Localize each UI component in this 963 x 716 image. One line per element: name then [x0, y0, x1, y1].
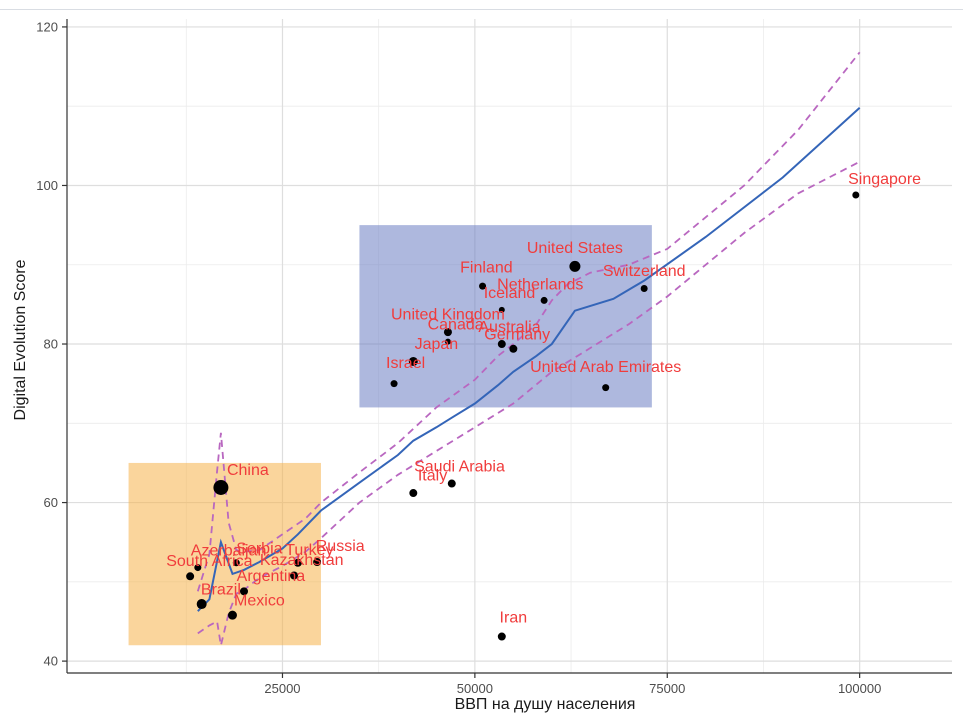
- point-label: Switzerland: [603, 263, 686, 280]
- data-point: [448, 480, 456, 488]
- y-tick-label: 100: [36, 178, 58, 193]
- point-label: Israel: [386, 355, 425, 372]
- point-label: United States: [527, 240, 623, 257]
- point-label: Singapore: [848, 171, 921, 188]
- data-point: [541, 297, 548, 304]
- point-label: Germany: [484, 326, 550, 343]
- point-label: Finland: [460, 260, 512, 277]
- data-point: [213, 480, 228, 495]
- data-point: [409, 489, 417, 497]
- data-point: [602, 384, 609, 391]
- x-tick-label: 75000: [649, 681, 685, 696]
- point-label: Iran: [500, 609, 528, 626]
- point-label: United Arab Emirates: [530, 359, 681, 376]
- x-tick-label: 100000: [838, 681, 881, 696]
- y-tick-label: 40: [44, 654, 58, 669]
- data-point: [498, 633, 506, 641]
- point-label: Japan: [415, 336, 459, 353]
- data-point: [197, 599, 207, 609]
- data-point: [852, 191, 859, 198]
- point-label: Italy: [418, 467, 447, 484]
- point-label: Iceland: [484, 285, 536, 302]
- x-tick-label: 50000: [457, 681, 493, 696]
- point-label: Canada: [428, 317, 484, 334]
- y-tick-label: 80: [44, 337, 58, 352]
- data-point: [228, 611, 237, 620]
- x-tick-label: 25000: [264, 681, 300, 696]
- point-label: Mexico: [234, 593, 285, 610]
- y-axis-title: Digital Evolution Score: [12, 259, 29, 420]
- x-axis-title: ВВП на душу населения: [455, 696, 636, 713]
- data-point: [641, 285, 648, 292]
- top-border-line: [0, 9, 963, 10]
- data-point: [569, 261, 580, 272]
- point-label: Kazakhstan: [260, 552, 344, 569]
- y-tick-label: 120: [36, 19, 58, 34]
- point-label: Argentina: [237, 568, 306, 585]
- data-point: [391, 380, 398, 387]
- y-tick-label: 60: [44, 495, 58, 510]
- data-point: [509, 345, 517, 353]
- data-point: [186, 572, 194, 580]
- point-label: China: [227, 462, 269, 479]
